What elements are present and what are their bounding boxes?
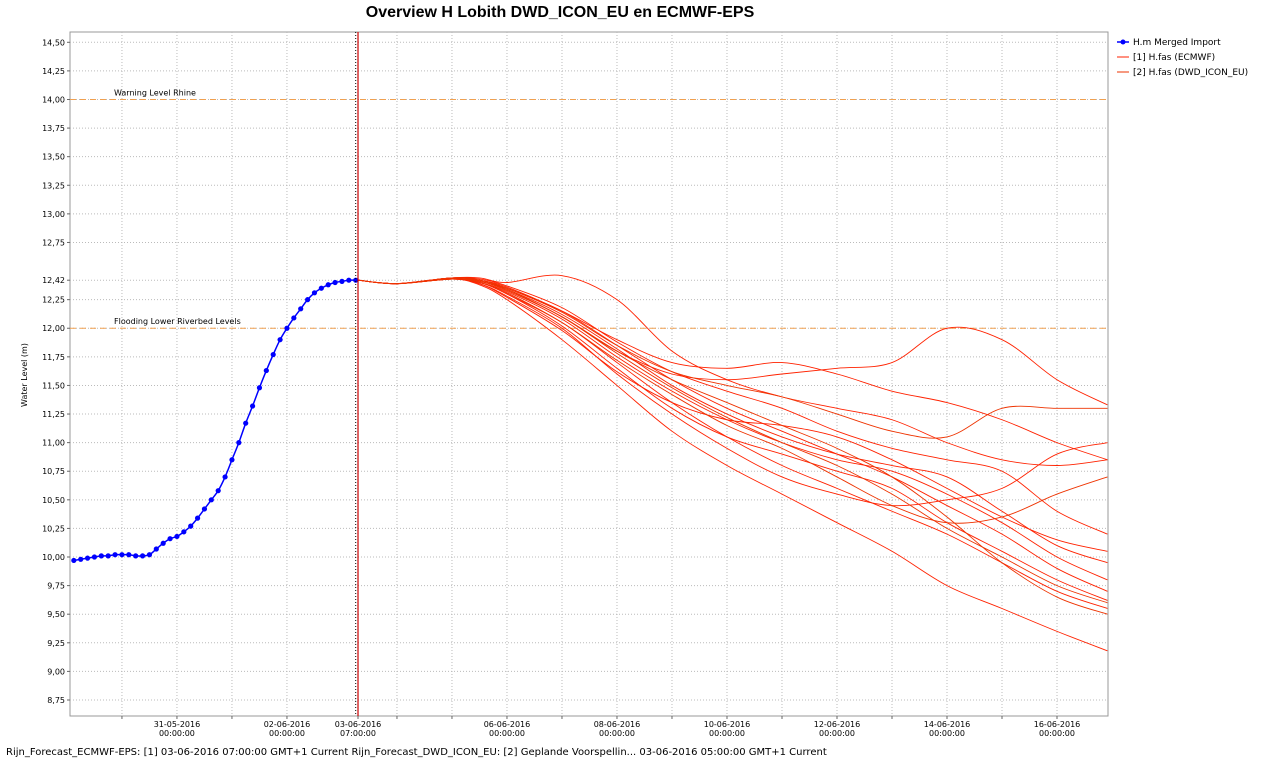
observed-point: [160, 540, 166, 546]
observed-point: [249, 403, 256, 409]
y-tick-label: 11,50: [42, 381, 65, 390]
threshold-label: Flooding Lower Riverbed Levels: [114, 317, 241, 326]
y-tick-label: 14,00: [42, 95, 65, 104]
observed-point: [332, 279, 338, 286]
observed-point: [98, 553, 104, 559]
observed-point: [256, 385, 263, 391]
y-tick-label: 12,25: [42, 296, 65, 305]
observed-point: [126, 552, 132, 558]
y-tick-label: 13,50: [42, 153, 65, 162]
observed-point: [325, 282, 331, 288]
x-tick-label: 12-06-2016 00:00:00: [814, 720, 861, 738]
observed-point: [188, 523, 194, 529]
observed-point: [91, 554, 98, 560]
observed-point: [243, 420, 249, 426]
observed-point: [194, 515, 201, 521]
observed-point: [208, 497, 214, 503]
observed-point: [201, 506, 208, 512]
x-tick-label: 06-06-2016 00:00:00: [484, 720, 531, 738]
x-tick-label: 10-06-2016 00:00:00: [704, 720, 751, 738]
footer: Rijn_Forecast_ECMWF-EPS: [1] 03-06-2016 …: [6, 747, 827, 758]
observed-point: [284, 325, 290, 331]
legend-label: [1] H.fas (ECMWF): [1133, 53, 1215, 63]
observed-point: [146, 552, 153, 558]
x-tick-label: 02-06-2016 00:00:00: [264, 720, 311, 738]
observed-point: [119, 552, 125, 558]
x-tick-label: 03-06-2016 07:00:00: [335, 720, 382, 738]
y-tick-label: 10,50: [42, 496, 65, 505]
observed-point: [291, 315, 297, 321]
y-tick-label: 8,75: [47, 696, 65, 705]
legend-label: H.m Merged Import: [1133, 38, 1221, 48]
observed-point: [78, 556, 84, 562]
observed-point: [133, 553, 139, 559]
chart-title: Overview H Lobith DWD_ICON_EU en ECMWF-E…: [366, 4, 755, 21]
y-tick-label: 14,25: [42, 67, 65, 76]
observed-point: [181, 529, 187, 535]
plot-area: [69, 31, 1109, 717]
legend-marker: [1120, 39, 1126, 45]
ensemble-line: [357, 278, 1108, 604]
ensemble-line: [357, 278, 1108, 652]
observed-point: [311, 290, 318, 296]
observed-point: [71, 557, 77, 564]
y-tick-label: 13,00: [42, 210, 65, 219]
y-tick-label: 10,00: [42, 553, 65, 562]
y-tick-label: 12,42: [42, 276, 65, 285]
observed-point: [270, 351, 276, 358]
observed-point: [105, 553, 111, 559]
observed-point: [139, 553, 146, 559]
x-tick-label: 08-06-2016 00:00:00: [594, 720, 641, 738]
y-tick-label: 11,00: [42, 439, 65, 448]
x-tick-label: 14-06-2016 00:00:00: [924, 720, 971, 738]
ensemble-line: [357, 277, 1108, 535]
y-tick-label: 13,75: [42, 124, 65, 133]
y-tick-label: 11,75: [42, 353, 65, 362]
y-tick-label: 10,75: [42, 467, 65, 476]
observed-point: [236, 440, 242, 446]
y-tick-label: 12,75: [42, 238, 65, 247]
observed-point: [112, 552, 118, 558]
x-tick-label: 16-06-2016 00:00:00: [1034, 720, 1081, 738]
observed-point: [215, 488, 221, 494]
y-axis-label: Water Level (m): [20, 343, 29, 407]
observed-point: [339, 278, 345, 284]
observed-point: [263, 367, 269, 374]
y-tick-label: 12,00: [42, 324, 65, 333]
observed-point: [229, 457, 235, 463]
legend-label: [2] H.fas (DWD_ICON_EU): [1133, 68, 1248, 78]
observed-point: [222, 474, 228, 480]
y-tick-label: 14,50: [42, 38, 65, 47]
observed-point: [353, 277, 359, 283]
y-tick-label: 11,25: [42, 410, 65, 419]
y-tick-label: 9,75: [47, 582, 65, 591]
ensemble-line: [357, 274, 1108, 466]
observed-point: [304, 297, 311, 303]
y-tick-label: 13,25: [42, 181, 65, 190]
ensemble-line: [357, 277, 1108, 615]
observed-point: [346, 277, 352, 283]
y-tick-label: 9,50: [47, 610, 65, 619]
observed-point: [277, 337, 283, 343]
observed-point: [318, 285, 324, 291]
y-tick-label: 10,25: [42, 524, 65, 533]
ensemble-line: [357, 278, 1108, 524]
observed-point: [167, 536, 173, 542]
ensemble-line: [357, 277, 1108, 564]
observed-point: [174, 533, 180, 540]
y-tick-label: 9,00: [47, 667, 65, 676]
y-tick-label: 9,25: [47, 639, 65, 648]
x-tick-label: 31-05-2016 00:00:00: [154, 720, 201, 738]
observed-point: [84, 555, 91, 561]
observed-point: [298, 306, 304, 312]
observed-point: [153, 546, 159, 552]
threshold-label: Warning Level Rhine: [114, 88, 196, 97]
